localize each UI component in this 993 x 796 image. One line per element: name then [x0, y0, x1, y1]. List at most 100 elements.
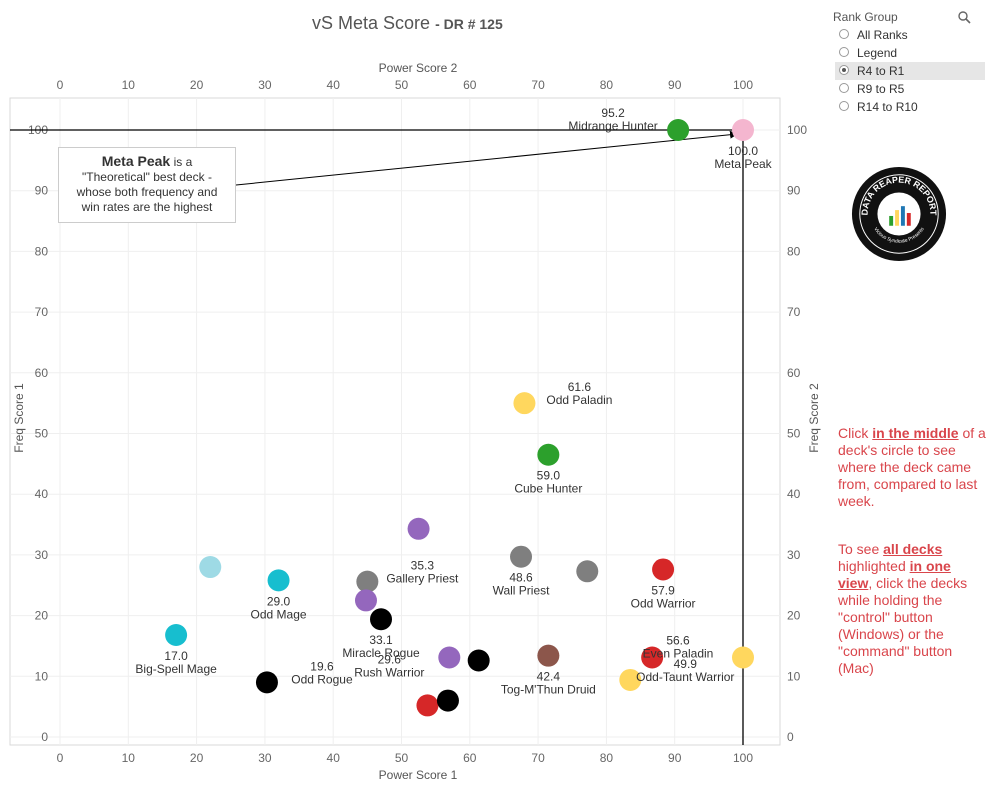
y-tick-label-right: 30: [787, 548, 801, 562]
filter-title: Rank Group: [833, 10, 898, 24]
radio-label: All Ranks: [857, 28, 908, 42]
data-point: [576, 560, 599, 583]
x-tick-label-bottom: 100: [733, 751, 753, 765]
note-text: Click: [838, 425, 873, 441]
point-value-label: 42.4: [537, 670, 561, 684]
y-tick-label-left: 10: [35, 669, 49, 683]
point-value-label: 35.3: [411, 559, 435, 573]
point-value-label: 49.9: [674, 657, 698, 671]
y-tick-label-right: 10: [787, 669, 801, 683]
radio-icon: [839, 47, 849, 57]
point-name-label: Odd-Taunt Warrior: [636, 670, 734, 684]
radio-icon: [839, 101, 849, 111]
title-text: vS Meta Score: [312, 13, 431, 33]
plot-frame: [9, 97, 781, 746]
data-point: [537, 644, 560, 667]
y-tick-label-left: 20: [35, 609, 49, 623]
radio-r14-to-r10[interactable]: R14 to R10: [835, 98, 985, 116]
y-tick-label-right: 0: [787, 730, 794, 744]
data-point: [370, 608, 393, 631]
y-tick-label-right: 100: [787, 123, 807, 137]
x-tick-label-top: 90: [668, 78, 682, 92]
y-tick-label-right: 70: [787, 305, 801, 319]
note-emphasis: in one view: [838, 558, 951, 591]
point-value-label: 61.6: [568, 380, 592, 394]
note-text: highlighted: [838, 558, 910, 574]
y-tick-label-left: 90: [35, 184, 49, 198]
radio-r9-to-r5[interactable]: R9 to R5: [835, 80, 985, 98]
y-tick-label-left: 70: [35, 305, 49, 319]
data-point: [510, 545, 533, 568]
data-point: [652, 558, 675, 581]
x-tick-label-top: 80: [600, 78, 614, 92]
note-emphasis: in the middle: [872, 425, 959, 441]
y-tick-label-right: 60: [787, 366, 801, 380]
point-name-label: Tog-M'Thun Druid: [501, 683, 596, 697]
data-point: [436, 689, 459, 712]
x-tick-label-top: 50: [395, 78, 409, 92]
x-axis-title-bottom: Power Score 1: [379, 768, 458, 782]
point-name-label: Odd Rogue: [291, 672, 353, 686]
x-tick-label-top: 0: [57, 78, 64, 92]
point-name-label: Odd Mage: [251, 607, 307, 621]
radio-label: R9 to R5: [857, 82, 905, 96]
radio-label: Legend: [857, 46, 898, 60]
radio-selected-icon: [839, 65, 849, 75]
x-tick-label-bottom: 80: [600, 751, 614, 765]
y-tick-label-left: 80: [35, 244, 49, 258]
x-tick-label-bottom: 0: [57, 751, 64, 765]
x-tick-label-top: 60: [463, 78, 477, 92]
point-name-label: Odd Warrior: [631, 596, 696, 610]
point-value-label: 19.6: [310, 659, 334, 673]
radio-label: R14 to R10: [857, 100, 918, 114]
note-text: of a deck's circle to see where the deck…: [838, 425, 986, 509]
y-tick-label-left: 40: [35, 487, 49, 501]
data-point: [641, 646, 664, 669]
data-point: [199, 556, 222, 579]
point-name-label: Miracle Rogue: [342, 646, 420, 660]
y-tick-label-left: 60: [35, 366, 49, 380]
search-icon[interactable]: [957, 10, 971, 24]
data-points: [165, 119, 754, 717]
radio-r4-to-r1[interactable]: R4 to R1: [835, 62, 985, 80]
note-emphasis: all decks: [883, 541, 943, 557]
axes: 0010102020303040405050606070708080909010…: [12, 61, 821, 782]
point-value-label: 48.6: [509, 571, 533, 585]
data-point: [467, 649, 490, 672]
subtitle-text: - DR # 125: [435, 16, 503, 32]
point-value-label: 33.1: [369, 633, 393, 647]
data-point: [165, 624, 188, 647]
data-point: [356, 570, 379, 593]
data-point: [354, 589, 377, 612]
meta-peak-annotation: Meta Peak is a "Theoretical" best deck -…: [58, 147, 236, 223]
radio-legend[interactable]: Legend: [835, 44, 985, 62]
x-tick-label-bottom: 10: [122, 751, 136, 765]
data-point: [416, 694, 439, 717]
x-tick-label-bottom: 60: [463, 751, 477, 765]
annotation-line1: is a: [173, 155, 193, 169]
data-point: [667, 119, 690, 141]
point-value-label: 17.0: [164, 649, 188, 663]
data-point: [537, 443, 560, 466]
x-axis-title-top: Power Score 2: [379, 61, 458, 75]
rank-group-filter: Rank Group All Ranks Legend R4 to R1 R9 …: [833, 8, 985, 116]
x-tick-label-bottom: 40: [327, 751, 341, 765]
radio-all-ranks[interactable]: All Ranks: [835, 26, 985, 44]
x-tick-label-bottom: 50: [395, 751, 409, 765]
point-name-label: Rush Warrior: [354, 665, 424, 679]
y-tick-label-right: 90: [787, 184, 801, 198]
y-tick-label-left: 50: [35, 427, 49, 441]
point-value-label: 56.6: [666, 633, 690, 647]
data-point: [513, 392, 536, 415]
x-tick-label-bottom: 30: [258, 751, 272, 765]
point-name-label: Even Paladin: [643, 646, 714, 660]
point-name-label: Big-Spell Mage: [135, 662, 217, 676]
data-point: [267, 569, 290, 592]
data-point: [732, 119, 754, 141]
point-name-label: Midrange Hunter: [568, 119, 657, 133]
data-point: [438, 646, 461, 669]
reference-lines: [10, 129, 744, 745]
point-name-label: Gallery Priest: [386, 572, 459, 586]
y-tick-label-right: 80: [787, 244, 801, 258]
